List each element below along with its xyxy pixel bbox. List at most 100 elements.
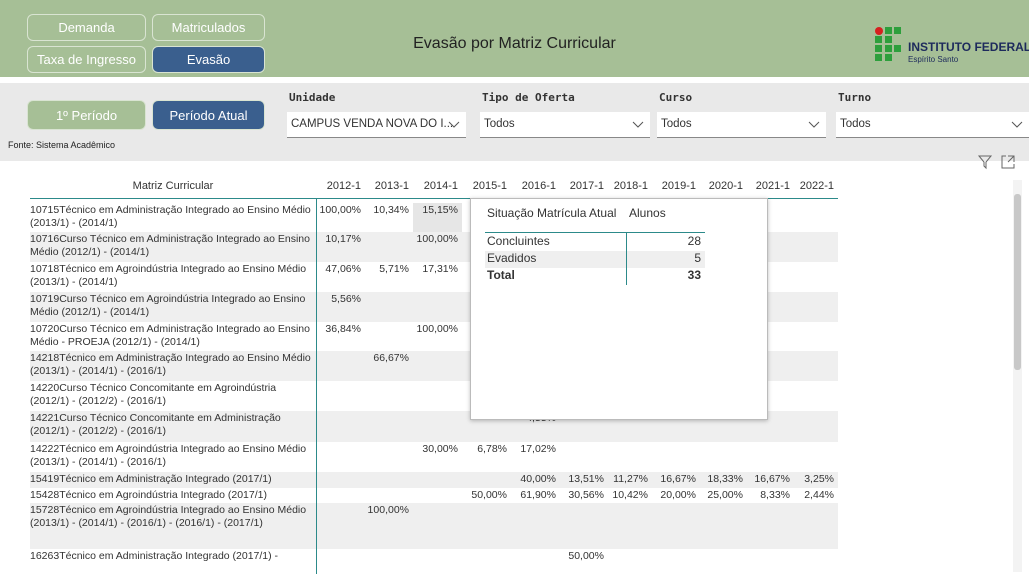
value-cell: 20,00% (660, 489, 696, 501)
filter-label: Unidade (289, 91, 336, 104)
tooltip-total-value: 33 (687, 268, 701, 282)
value-cell: 8,33% (760, 489, 790, 501)
chevron[interactable] (1011, 121, 1023, 129)
row-label[interactable]: 15428Técnico em Agroindústria Integrado … (30, 489, 267, 501)
value-cell: 5,71% (379, 263, 409, 275)
row-label[interactable]: 10719Curso Técnico em Agroindústria Inte… (30, 293, 306, 318)
row-stripe (30, 503, 838, 549)
column-header: 2019-1 (661, 180, 696, 192)
tooltip-value: 28 (687, 234, 701, 248)
nav-button[interactable]: Demanda (27, 14, 146, 41)
nav-button[interactable]: Matriculados (152, 14, 265, 41)
tooltip-label: Evadidos (487, 251, 537, 265)
value-cell: 18,33% (707, 473, 743, 485)
value-cell: 17,02% (520, 443, 556, 455)
row-label[interactable]: 15728Técnico em Agroindústria Integrado … (30, 504, 307, 529)
value-cell: 15,15% (422, 204, 458, 216)
value-cell: 11,27% (613, 473, 648, 485)
value-cell: 61,90% (520, 489, 556, 501)
row-label[interactable]: 10715Técnico em Administração Integrado … (30, 204, 311, 229)
filter-dropdown[interactable]: CAMPUS VENDA NOVA DO I... (287, 112, 466, 138)
row-stripe (30, 472, 838, 488)
chevron[interactable] (448, 121, 460, 129)
row-stripe (485, 251, 705, 268)
row-label[interactable]: 14222Técnico em Agroindústria Integrado … (30, 443, 307, 468)
filter-dropdown[interactable]: Todos (657, 112, 826, 138)
tooltip-total-label: Total (487, 268, 515, 282)
value-cell: 40,00% (520, 473, 556, 485)
value-cell: 10,17% (325, 233, 361, 245)
tooltip-rule (485, 232, 705, 233)
chevron[interactable] (632, 121, 644, 129)
value-cell: 100,00% (416, 323, 458, 335)
value-cell: 10,34% (373, 204, 409, 216)
value-cell: 3,25% (804, 473, 834, 485)
tooltip-header: Situação Matrícula Atual (487, 206, 617, 220)
source-note: Fonte: Sistema Acadêmico (8, 140, 116, 150)
logo: INSTITUTO FEDERAL Espírito Santo (874, 27, 1029, 67)
scrollbar-thumb[interactable] (1014, 194, 1021, 370)
chevron[interactable] (808, 121, 820, 129)
value-cell: 30,56% (568, 489, 604, 501)
value-cell: 13,51% (568, 473, 604, 485)
row-label[interactable]: 10718Técnico em Agroindústria Integrado … (30, 263, 307, 288)
value-cell: 6,78% (477, 443, 507, 455)
focus-icon[interactable] (1001, 155, 1015, 169)
value-cell: 17,31% (422, 263, 458, 275)
column-header: 2017-1 (569, 180, 604, 192)
column-header: 2014-1 (423, 180, 458, 192)
column-header: Matriz Curricular (132, 180, 214, 192)
filter-icon[interactable] (977, 155, 993, 170)
column-header: 2020-1 (708, 180, 743, 192)
value-cell: 2,44% (804, 489, 834, 501)
value-cell: 16,67% (754, 473, 790, 485)
scrollbar[interactable] (1013, 180, 1022, 572)
hover-cell (413, 203, 462, 232)
period-button[interactable]: Período Atual (152, 100, 265, 130)
row-label[interactable]: 16263Técnico em Administração Integrado … (30, 550, 279, 562)
value-cell: 100,00% (416, 233, 458, 245)
row-label[interactable]: 10716Curso Técnico em Administração Inte… (30, 233, 310, 258)
tooltip-label: Concluintes (487, 234, 550, 248)
nav-button[interactable]: Taxa de Ingresso (27, 46, 146, 73)
row-label[interactable]: 14221Curso Técnico Concomitante em Admin… (30, 412, 281, 437)
column-header: 2018-1 (613, 180, 648, 192)
value-cell: 30,00% (422, 443, 458, 455)
logo-name: INSTITUTO FEDERAL (908, 40, 1029, 54)
page-title: Evasão por Matriz Curricular (413, 35, 616, 52)
filter-dropdown[interactable]: Todos (480, 112, 650, 138)
nav-button[interactable]: Evasão (152, 46, 265, 73)
column-header: 2022-1 (799, 180, 834, 192)
filter-label: Turno (838, 91, 872, 104)
row-label[interactable]: 14220Curso Técnico Concomitante em Agroi… (30, 382, 277, 407)
column-header: 2021-1 (755, 180, 790, 192)
value-cell: 50,00% (471, 489, 507, 501)
logo-icon (875, 27, 901, 61)
value-cell: 50,00% (568, 550, 604, 562)
tooltip: Situação Matrícula Atual Alunos Concluinte… (470, 198, 768, 420)
column-header: 2013-1 (374, 180, 409, 192)
value-cell: 47,06% (325, 263, 361, 275)
column-header: 2015-1 (472, 180, 507, 192)
tooltip-column-rule (626, 232, 627, 285)
visual-icons (977, 155, 1015, 170)
value-cell: 66,67% (373, 352, 409, 364)
period-button[interactable]: 1º Período (27, 100, 146, 130)
row-label[interactable]: 15419Técnico em Administração Integrado … (30, 473, 272, 485)
value-cell: 100,00% (319, 204, 361, 216)
filter-label: Tipo de Oferta (482, 91, 575, 104)
logo-subtitle: Espírito Santo (908, 55, 959, 64)
filter-label: Curso (659, 91, 693, 104)
column-header: 2012-1 (326, 180, 361, 192)
row-label[interactable]: 10720Curso Técnico em Administração Inte… (30, 323, 310, 348)
value-cell: 5,56% (331, 293, 361, 305)
value-cell: 10,42% (612, 489, 648, 501)
row-label[interactable]: 14218Técnico em Administração Integrado … (30, 352, 311, 377)
filter-dropdown[interactable]: Todos (836, 112, 1029, 138)
column-header: 2016-1 (521, 180, 556, 192)
header-rule (30, 198, 838, 199)
tooltip-value: 5 (694, 251, 701, 265)
value-cell: 16,67% (660, 473, 696, 485)
value-cell: 36,84% (325, 323, 361, 335)
